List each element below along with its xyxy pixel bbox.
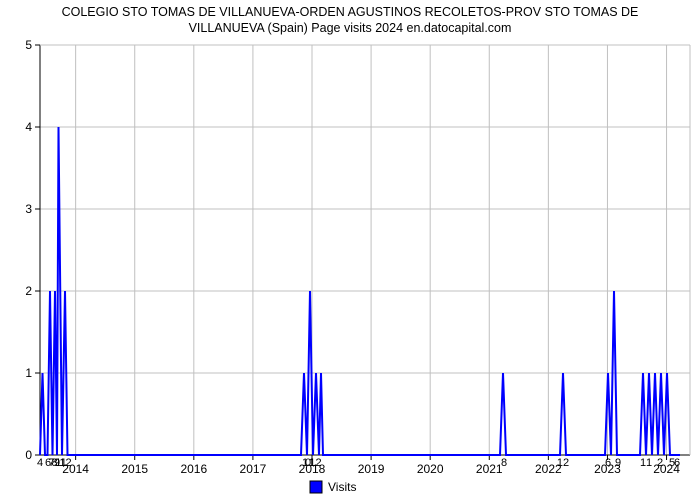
ytick-label: 4 — [25, 120, 32, 134]
value-label: 6 — [674, 457, 680, 469]
value-label: 1 — [646, 457, 652, 469]
x-axis-label: Visits — [328, 480, 356, 494]
value-label: 12 — [557, 457, 569, 469]
legend-swatch — [310, 481, 322, 493]
value-label: 9 — [615, 457, 621, 469]
xtick-label: 2021 — [476, 462, 503, 476]
value-label: 2 — [657, 457, 663, 469]
chart-title-line2: VILLANUEVA (Spain) Page visits 2024 en.d… — [189, 21, 512, 35]
ytick-label: 1 — [25, 366, 32, 380]
xtick-label: 2019 — [358, 462, 385, 476]
xtick-label: 2017 — [240, 462, 267, 476]
line-chart: COLEGIO STO TOMAS DE VILLANUEVA-ORDEN AG… — [0, 0, 700, 500]
chart-container: COLEGIO STO TOMAS DE VILLANUEVA-ORDEN AG… — [0, 0, 700, 500]
chart-title-line1: COLEGIO STO TOMAS DE VILLANUEVA-ORDEN AG… — [62, 5, 639, 19]
ytick-label: 3 — [25, 202, 32, 216]
ytick-label: 2 — [25, 284, 32, 298]
value-label: 8 — [501, 457, 507, 469]
ytick-label: 5 — [25, 38, 32, 52]
value-label: 12 — [59, 457, 71, 469]
ytick-label: 0 — [25, 448, 32, 462]
xtick-label: 2020 — [417, 462, 444, 476]
xtick-label: 2016 — [180, 462, 207, 476]
value-label: 6 — [605, 457, 611, 469]
value-label: 12 — [309, 457, 321, 469]
value-label: 4 — [37, 457, 43, 469]
xtick-label: 2015 — [121, 462, 148, 476]
